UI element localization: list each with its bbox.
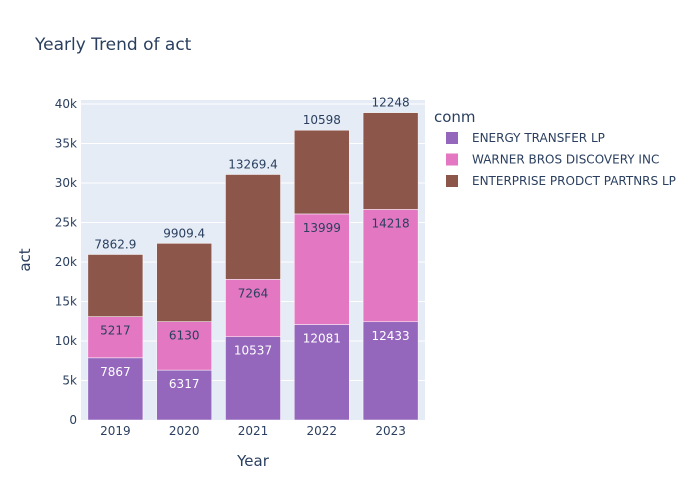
bar-segment — [87, 357, 144, 421]
x-tick-label: 2022 — [307, 424, 338, 438]
bar-segment — [362, 112, 419, 210]
data-label: 6130 — [169, 329, 200, 343]
bar-segment — [225, 336, 281, 421]
legend: conm ENERGY TRANSFER LP WARNER BROS DISCO… — [434, 108, 676, 188]
y-tick-label: 35k — [55, 136, 77, 150]
y-tick-label: 10k — [55, 334, 77, 348]
x-tick-label: 2021 — [238, 424, 269, 438]
bar-segment — [362, 321, 419, 421]
x-tick-label: 2019 — [100, 424, 131, 438]
bar-segment — [362, 209, 419, 323]
data-label: 12433 — [372, 329, 410, 343]
data-label: 10598 — [303, 113, 341, 127]
legend-item-label: ENERGY TRANSFER LP — [472, 131, 605, 145]
bar-segment — [294, 213, 350, 325]
bar-segment — [156, 369, 212, 421]
data-label: 12248 — [372, 96, 410, 110]
legend-swatch — [446, 153, 458, 166]
data-label: 5217 — [100, 324, 131, 338]
x-tick-label: 2023 — [375, 424, 406, 438]
data-label: 13999 — [303, 221, 341, 235]
legend-title: conm — [434, 108, 476, 126]
data-label: 7264 — [238, 286, 269, 300]
data-label: 6317 — [169, 377, 200, 391]
bar-segment — [294, 324, 350, 421]
y-tick-label: 25k — [55, 215, 77, 229]
chart-title: Yearly Trend of act — [34, 35, 192, 55]
y-axis-ticks: 0 5k 10k 15k 20k 25k 30k 35k 40k — [55, 97, 77, 427]
data-label: 9909.4 — [163, 226, 205, 240]
data-label: 14218 — [372, 216, 410, 230]
y-tick-label: 0 — [69, 413, 77, 427]
data-label: 12081 — [303, 332, 341, 346]
bar-segment — [87, 254, 144, 317]
data-labels: 7867 5217 7862.9 6317 6130 9909.4 10537 7264 132… — [94, 96, 409, 391]
data-label: 7862.9 — [94, 237, 136, 251]
bars — [87, 112, 419, 421]
y-axis-title: act — [16, 248, 34, 271]
bar-segment — [294, 129, 350, 215]
y-tick-label: 40k — [55, 97, 77, 111]
legend-item-label: WARNER BROS DISCOVERY INC — [472, 153, 659, 167]
data-label: 10537 — [234, 344, 272, 358]
y-tick-label: 15k — [55, 294, 77, 308]
legend-swatch — [446, 175, 458, 187]
legend-item-label: ENTERPRISE PRODCT PARTNRS LP — [472, 174, 676, 188]
bar-segment — [87, 316, 144, 359]
bar-segment — [156, 243, 212, 322]
bar-segment — [156, 321, 212, 371]
legend-swatch — [446, 132, 458, 144]
x-axis-title: Year — [236, 452, 270, 470]
data-label: 13269.4 — [228, 158, 278, 172]
y-tick-label: 30k — [55, 176, 77, 190]
x-axis-ticks: 2019 2020 2021 2022 2023 — [100, 424, 406, 438]
bar-segment — [225, 279, 281, 337]
x-tick-label: 2020 — [169, 424, 200, 438]
y-tick-label: 5k — [62, 373, 77, 387]
data-label: 7867 — [100, 365, 131, 379]
y-tick-label: 20k — [55, 255, 77, 269]
bar-segment — [225, 174, 281, 280]
